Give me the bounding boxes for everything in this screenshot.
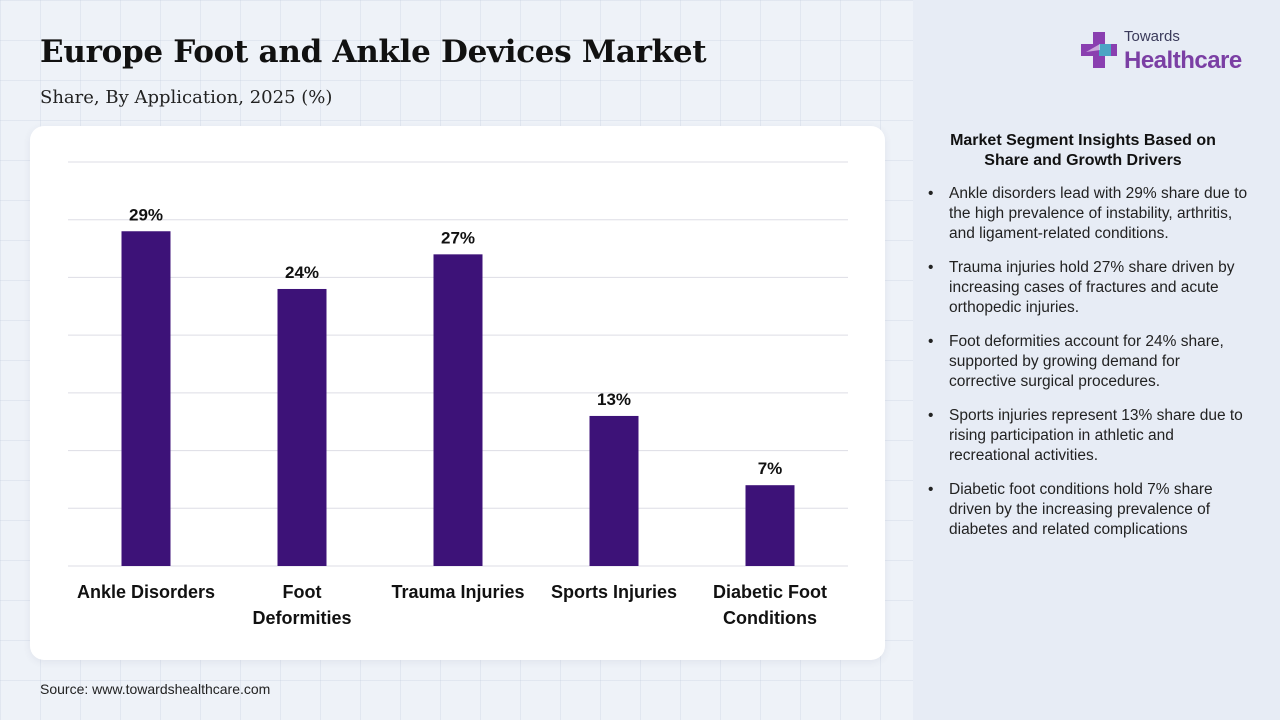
insights-list: Ankle disorders lead with 29% share due … (928, 184, 1248, 554)
insights-title: Market Segment Insights Based on Share a… (950, 132, 1216, 169)
insight-item: Ankle disorders lead with 29% share due … (928, 184, 1248, 244)
page-title: Europe Foot and Ankle Devices Market (40, 34, 707, 70)
category-label-line: Ankle Disorders (77, 582, 215, 602)
bar-value-label: 13% (597, 390, 631, 409)
category-label-line: Deformities (252, 608, 351, 628)
insight-item: Trauma injuries hold 27% share driven by… (928, 258, 1248, 318)
logo-top-text: Towards (1124, 28, 1180, 45)
category-label-line: Conditions (723, 608, 817, 628)
insight-item: Sports injuries represent 13% share due … (928, 406, 1248, 466)
category-label: Ankle Disorders (77, 582, 215, 602)
bar (745, 485, 795, 566)
bar-value-label: 27% (441, 228, 475, 247)
bar-value-label: 24% (285, 263, 319, 282)
category-label: Sports Injuries (551, 582, 677, 602)
chart-card: 29% Ankle Disorders 24% Foot Deformities 27% T… (30, 126, 885, 660)
bar (121, 231, 171, 566)
cross-icon (1081, 32, 1117, 68)
bar (433, 254, 483, 567)
category-label-line: Trauma Injuries (391, 582, 524, 602)
page-subtitle: Share, By Application, 2025 (%) (40, 87, 333, 108)
bar-value-label: 7% (758, 459, 783, 478)
category-label: Trauma Injuries (391, 582, 524, 602)
towards-healthcare-logo: Towards Healthcare (1080, 28, 1255, 78)
insight-item: Foot deformities account for 24% share, … (928, 332, 1248, 392)
bar-chart: 29% Ankle Disorders 24% Foot Deformities 27% T… (68, 161, 848, 628)
category-label: Foot Deformities (252, 582, 351, 628)
category-label: Diabetic Foot Conditions (713, 582, 827, 628)
logo-main-text: Healthcare (1124, 47, 1242, 74)
category-label-line: Sports Injuries (551, 582, 677, 602)
category-label-line: Diabetic Foot (713, 582, 827, 602)
source-text: Source: www.towardshealthcare.com (40, 681, 271, 697)
bar (589, 415, 639, 566)
bar-value-label: 29% (129, 205, 163, 224)
bar (277, 288, 327, 566)
category-label-line: Foot (283, 582, 322, 602)
insight-item: Diabetic foot conditions hold 7% share d… (928, 480, 1248, 540)
